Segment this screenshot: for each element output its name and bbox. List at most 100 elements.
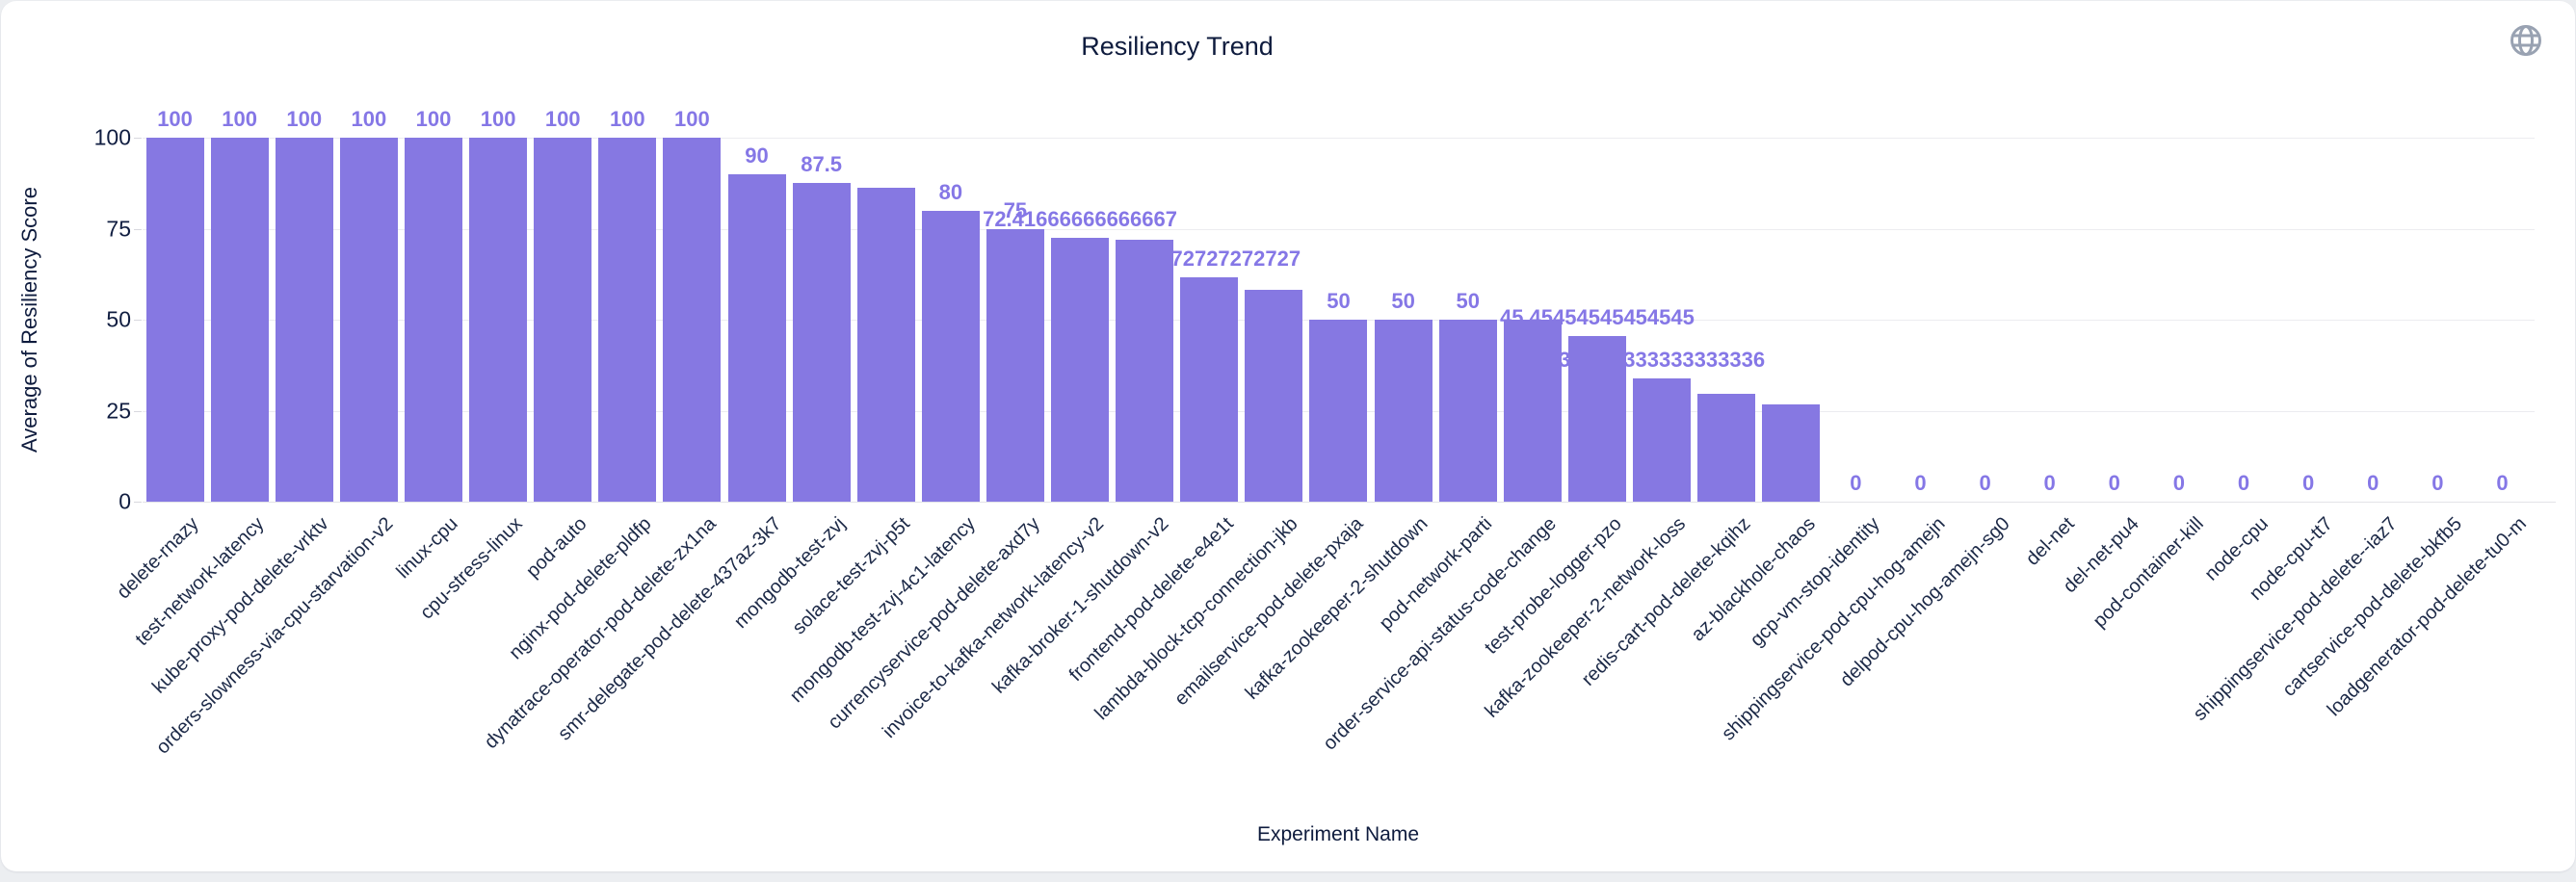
bar-column: 0 del-net-pu4 [2059,138,2146,597]
bar[interactable] [1374,320,1433,502]
bar-value-label: 87.5 [801,152,843,177]
bar-column: az-blackhole-chaos [1687,138,1824,645]
y-axis-title: Average of Resiliency Score [17,187,41,453]
bar-value-label: 100 [674,107,710,131]
bar-column: 100 linux-cpu [392,107,465,583]
bar-column: 0 loadgenerator-pod-delete-tu0-m [2324,138,2535,720]
x-axis-label: az-blackhole-chaos [1687,513,1820,646]
bar-value-label: 50 [1456,289,1480,313]
bar-value-label: 75 [1003,197,1028,222]
bar-value-label: 100 [351,107,387,131]
bar-value-label: 100 [480,107,516,131]
bar[interactable] [1762,404,1821,502]
y-axis-tick [134,502,142,503]
x-axis-label: pod-network-parti [1375,513,1497,635]
x-axis-label: pod-container-kill [2089,513,2208,633]
bar-column: 100 dynatrace-operator-pod-delete-zx1na [481,107,724,753]
bar[interactable] [1245,289,1303,502]
bar-column: 0 node-cpu [2200,138,2275,585]
bar-value-label: 0 [2367,471,2379,495]
x-axis-label: orders-slowness-via-cpu-starvation-v2 [151,513,398,759]
bar-column: 0 cartservice-pod-delete-bkfb5 [2278,138,2470,701]
bar[interactable] [1116,239,1174,502]
bar[interactable] [534,138,592,502]
x-axis-title: Experiment Name [1256,823,1420,845]
y-axis-tick-label: 25 [106,398,131,423]
bar-value-label: 0 [2301,471,2315,495]
bar-column: 80 mongodb-test-zvj-4c1-latency [785,138,983,707]
bar-column: 45.45454545454545 test-probe-logger-pzo [1481,138,1695,659]
bar-value-label: 0 [2431,471,2444,495]
bar[interactable] [1567,336,1626,502]
bar-value-label: 100 [157,107,193,131]
x-axis-line [143,502,2556,503]
bar-value-label: 0 [2496,471,2509,495]
bar-column: solace-test-zvj-p5t [789,138,918,638]
gridline [143,138,2535,139]
bar[interactable] [856,187,915,502]
y-axis-tick [134,138,142,139]
y-axis-tick [134,410,142,412]
bar-value-label: 80 [938,179,963,204]
bar-value-label: 0 [1914,471,1927,495]
globe-icon[interactable] [2508,22,2544,59]
bar-value-label: 100 [415,107,452,131]
bar-column: 0 shippingservice-pod-delete--iaz7 [2190,138,2405,725]
bar-column: 0 pod-container-kill [2089,138,2211,632]
bar[interactable] [727,173,786,502]
bar-column: 90 smr-delegate-pod-delete-437az-3k7 [554,138,789,744]
bar-column: 50 pod-network-parti [1376,138,1500,635]
bar-value-label: 50 [1327,289,1351,313]
bar[interactable] [210,138,269,502]
bar[interactable] [1051,238,1110,502]
bar-value-label: 50 [1391,289,1415,313]
y-axis-tick-label: 75 [106,216,131,241]
bar[interactable] [1438,320,1497,502]
bar-column: 100 kube-proxy-pod-delete-vrktv [148,107,336,698]
bar-column: kafka-broker-1-shutdown-v2 [988,138,1177,698]
bar-value-label: 0 [2172,471,2186,495]
bar-value-label: 90 [745,143,769,168]
x-axis-label: order-service-api-status-code-change [1319,513,1562,755]
bar[interactable] [598,138,657,502]
x-axis-label: mongodb-test-zvj [730,513,851,634]
bar[interactable] [1633,378,1692,502]
bar[interactable] [339,138,398,502]
bar-column: 0 gcp-vm-stop-identity [1747,138,1888,651]
bar-value-label: 100 [609,107,645,131]
bar-column: 33.833333333333336 kafka-zookeeper-2-netw… [1482,138,1765,722]
bar[interactable] [1503,320,1562,502]
x-axis-label: dynatrace-operator-pod-delete-zx1na [480,513,721,754]
bar[interactable] [792,183,851,502]
bar[interactable] [404,138,462,502]
bar-column: 100 pod-auto [522,107,595,582]
bar-column: 61.7272727272727 frontend-pod-delete-e4e1… [1065,138,1301,686]
bar-column: 100 cpu-stress-linux [416,107,531,624]
bar-column: 72.41666666666667 invoice-to-kafka-networ… [880,138,1177,742]
bar[interactable] [1180,276,1239,502]
bar-value-label: 0 [2043,471,2056,495]
x-axis-label: solace-test-zvj-p5t [788,513,915,639]
bar[interactable] [663,138,722,502]
bar-value-label: 0 [1850,471,1862,495]
bar-column: order-service-api-status-code-change [1320,138,1564,755]
bar[interactable] [469,138,528,502]
bar[interactable] [1697,394,1756,502]
bar-value-label: 0 [2237,471,2250,495]
bar[interactable] [275,138,333,502]
bar[interactable] [986,228,1044,502]
bar-column: 0 delpod-cpu-hog-amejn-sg0 [1836,138,2017,691]
bar-column: 100 delete-rnazy [114,107,207,603]
bar[interactable] [921,210,980,502]
x-axis-label: del-net [2021,513,2079,570]
bar-column: 100 test-network-latency [131,107,272,650]
bar-column: lambda-block-tcp-connection-jkb [1091,138,1306,724]
bar-value-label: 0 [1979,471,1991,495]
bar-column: 0 shippingservice-pod-cpu-hog-amejn [1718,138,1953,744]
bar-value-label: 100 [222,107,257,131]
bar-column: 100 orders-slowness-via-cpu-starvation-v2 [152,107,401,758]
bar[interactable] [145,138,204,502]
bar[interactable] [1309,320,1368,502]
gridline [143,228,2535,230]
